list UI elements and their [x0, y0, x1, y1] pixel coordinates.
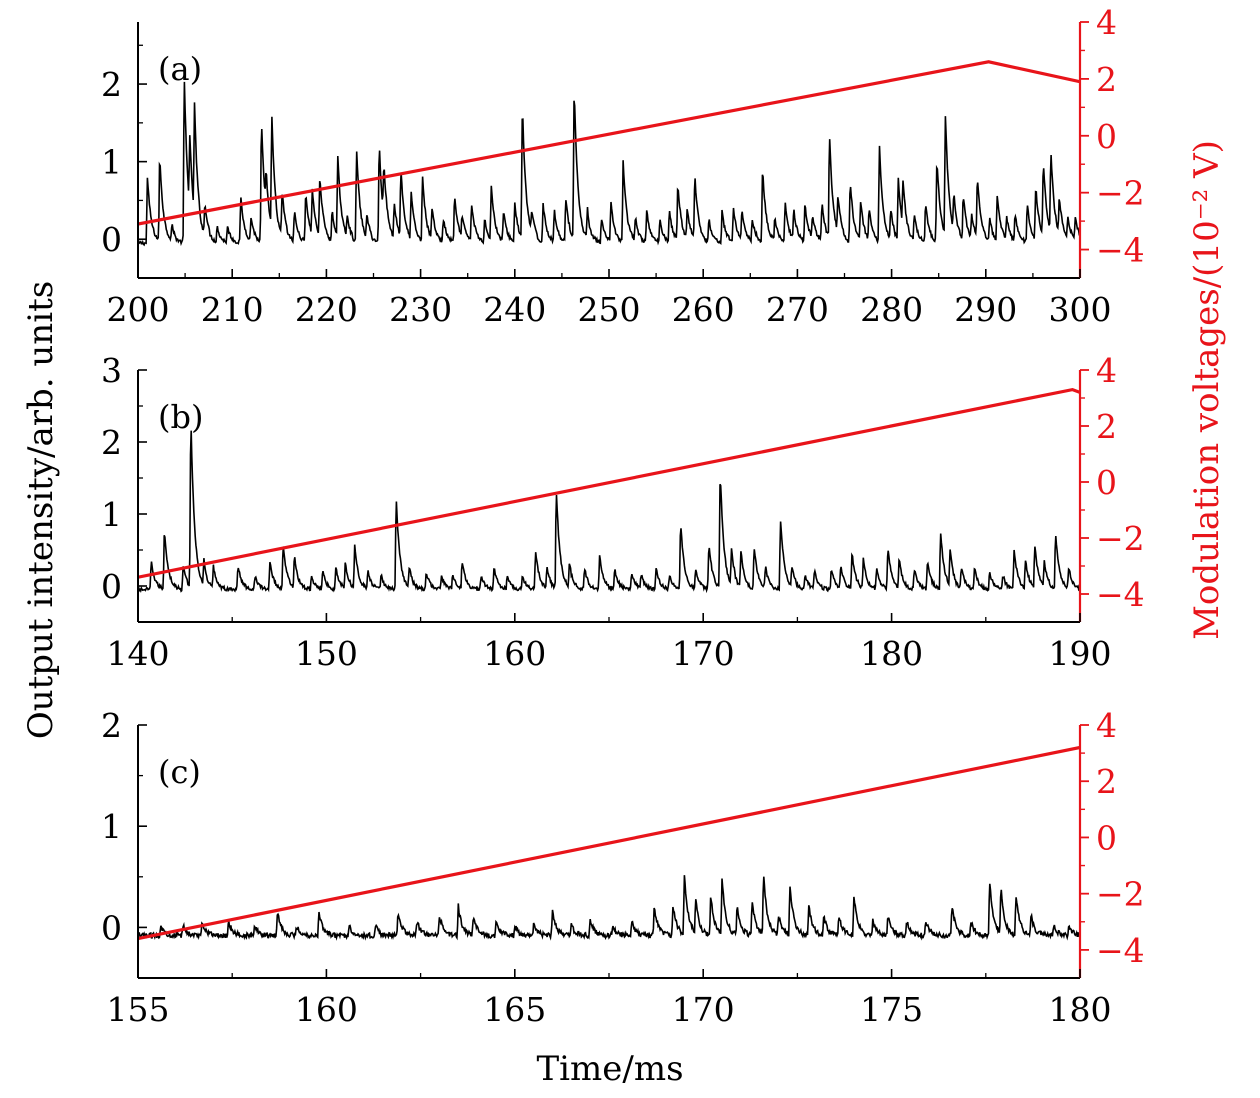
x-tick-label: 240	[483, 290, 546, 329]
panel-b: 140 150 160 170 180 190 0 1 2 3 −4 −2 0 2 4 (b)	[101, 351, 1145, 673]
y-axis-title-right: Modulation voltages/(10⁻² V)	[1187, 140, 1227, 640]
intensity-series	[138, 875, 1080, 941]
y-tick-label: 1	[101, 495, 122, 534]
x-tick-label: 180	[1049, 990, 1112, 1029]
right-tick-label: 2	[1096, 60, 1117, 99]
x-tick-label: 280	[860, 290, 923, 329]
x-tick-label: 230	[389, 290, 452, 329]
right-tick-label: 0	[1096, 117, 1117, 156]
x-tick-label: 250	[578, 290, 641, 329]
panel-label: (c)	[158, 753, 201, 791]
right-tick-label: −4	[1096, 575, 1145, 614]
panel-label: (a)	[158, 50, 202, 88]
y-tick-label: 0	[101, 908, 122, 947]
right-tick-label: −4	[1096, 931, 1145, 970]
intensity-series	[138, 430, 1080, 594]
y-tick-label: 2	[101, 423, 122, 462]
modulation-series	[138, 60, 1080, 226]
x-tick-label: 160	[483, 634, 546, 673]
x-tick-label: 200	[107, 290, 170, 329]
y-tick-label: 1	[101, 807, 122, 846]
y-tick-label: 3	[101, 351, 122, 390]
right-tick-label: 2	[1096, 762, 1117, 801]
panel-c: 155 160 165 170 175 180 0 1 2 −4 −2 0 2 4 (c)	[101, 706, 1145, 1029]
right-tick-label: −2	[1096, 174, 1145, 213]
x-tick-label: 140	[107, 634, 170, 673]
right-tick-label: 4	[1096, 351, 1117, 390]
right-tick-label: 0	[1096, 463, 1117, 502]
y-tick-label: 0	[101, 220, 122, 259]
x-tick-label: 170	[672, 634, 735, 673]
x-tick-label: 260	[672, 290, 735, 329]
x-tick-label: 160	[295, 990, 358, 1029]
right-tick-label: 4	[1096, 3, 1117, 42]
right-tick-label: −2	[1096, 519, 1145, 558]
x-tick-label: 175	[860, 990, 923, 1029]
x-tick-label: 270	[766, 290, 829, 329]
x-tick-label: 165	[483, 990, 546, 1029]
x-tick-label: 290	[954, 290, 1017, 329]
right-tick-label: −4	[1096, 231, 1145, 270]
x-tick-label: 150	[295, 634, 358, 673]
x-tick-label: 210	[201, 290, 264, 329]
panel-a: 200 210 220 230 240 250 260 270 280 290 300012−4−2…	[101, 3, 1145, 329]
y-tick-label: 2	[101, 706, 122, 745]
x-tick-label: 300	[1049, 290, 1112, 329]
right-tick-label: 0	[1096, 818, 1117, 857]
x-tick-label: 170	[672, 990, 735, 1029]
modulation-series	[138, 745, 1080, 941]
y-axis-title-left: Output intensity/arb. units	[21, 281, 61, 739]
x-tick-label: 190	[1049, 634, 1112, 673]
right-tick-label: 2	[1096, 407, 1117, 446]
right-tick-label: 4	[1096, 706, 1117, 745]
y-tick-label: 1	[101, 143, 122, 182]
y-tick-label: 0	[101, 567, 122, 606]
intensity-series	[138, 81, 1080, 247]
modulation-series	[138, 387, 1080, 579]
x-tick-label: 180	[860, 634, 923, 673]
right-tick-label: −2	[1096, 875, 1145, 914]
x-tick-label: 220	[295, 290, 358, 329]
x-axis-title: Time/ms	[536, 1049, 683, 1089]
panel-label: (b)	[158, 398, 203, 436]
y-tick-label: 2	[101, 65, 122, 104]
x-tick-label: 155	[107, 990, 170, 1029]
